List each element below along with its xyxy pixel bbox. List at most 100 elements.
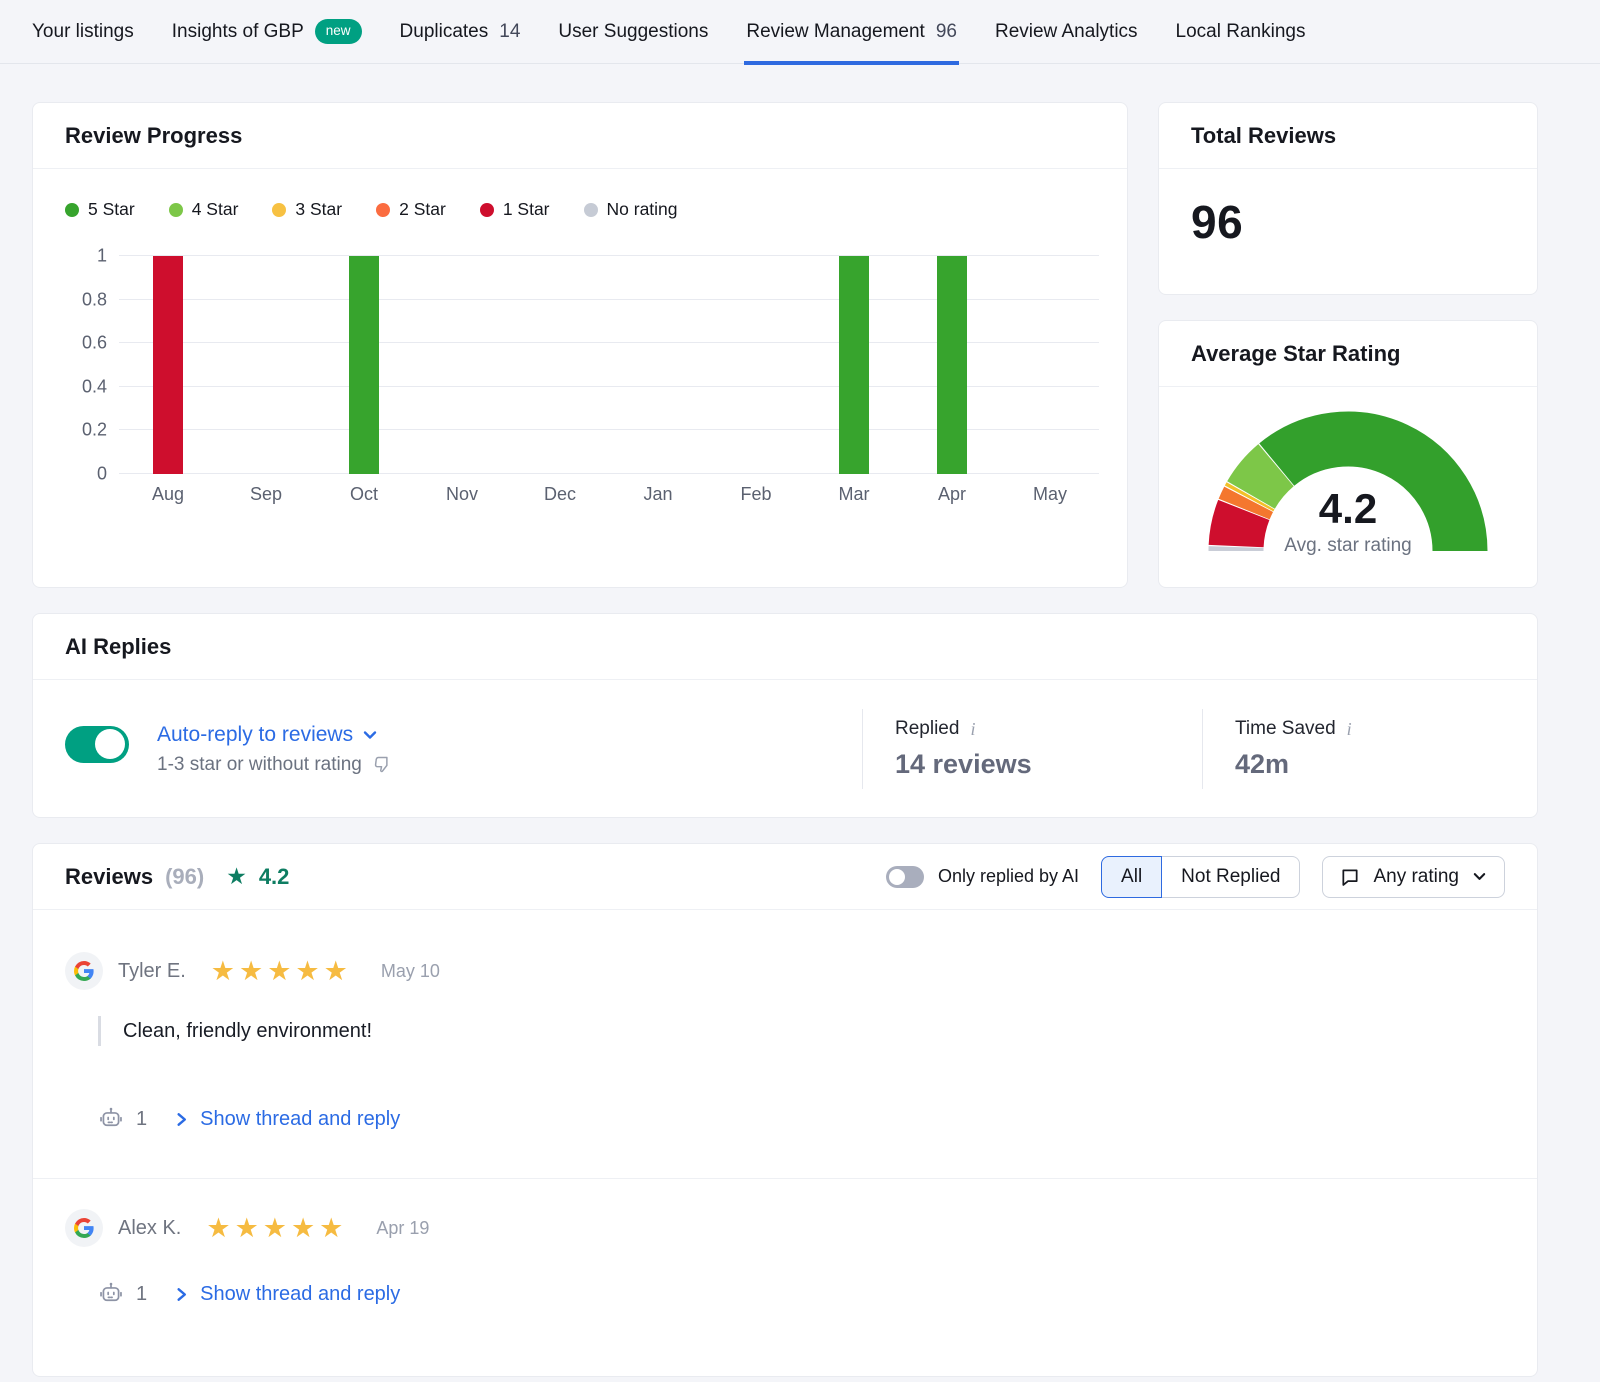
filter-all-button[interactable]: All [1101, 856, 1162, 898]
legend-dot-icon [169, 203, 183, 217]
chevron-right-icon [173, 1286, 190, 1303]
month-column [903, 256, 1001, 474]
replied-label: Replied [895, 718, 959, 740]
total-reviews-value: 96 [1159, 169, 1537, 275]
chart-bars [119, 256, 1099, 474]
only-replied-by-ai-label: Only replied by AI [938, 866, 1079, 887]
auto-reply-condition: 1-3 star or without rating [157, 754, 362, 776]
auto-reply-dropdown[interactable]: Auto-reply to reviews [157, 723, 393, 747]
legend-item: 4 Star [169, 199, 239, 220]
total-reviews-title: Total Reviews [1159, 103, 1537, 169]
legend-dot-icon [65, 203, 79, 217]
ai-robot-icon [98, 1281, 124, 1307]
month-column [413, 256, 511, 474]
legend-item: 2 Star [376, 199, 446, 220]
rating-filter-dropdown[interactable]: Any rating [1322, 856, 1505, 898]
review-progress-card: Review Progress 5 Star4 Star3 Star2 Star… [32, 102, 1128, 588]
tab-duplicates[interactable]: Duplicates 14 [400, 0, 521, 64]
auto-reply-toggle[interactable] [65, 726, 129, 763]
rating-filter-label: Any rating [1373, 866, 1459, 888]
gauge-segment-1-star [1236, 510, 1244, 546]
month-column [315, 256, 413, 474]
tab-label: Your listings [32, 21, 134, 43]
legend-label: No rating [607, 199, 678, 220]
only-replied-by-ai-toggle[interactable] [886, 866, 924, 888]
x-tick-label: Dec [511, 484, 609, 505]
google-logo-icon [65, 1209, 103, 1247]
tab-insights-of-gbp[interactable]: Insights of GBP new [172, 0, 362, 64]
replied-stat: Replied i 14 reviews [862, 709, 1202, 789]
month-column [1001, 256, 1099, 474]
x-tick-label: Nov [413, 484, 511, 505]
tab-label: Insights of GBP [172, 21, 304, 43]
legend-label: 3 Star [295, 199, 342, 220]
show-thread-link[interactable]: Show thread and reply [173, 1283, 400, 1306]
auto-reply-label: Auto-reply to reviews [157, 723, 353, 747]
thumbs-down-icon[interactable] [372, 754, 393, 775]
gauge-segment-2-star [1244, 499, 1248, 509]
month-column [805, 256, 903, 474]
chart-x-axis: AugSepOctNovDecJanFebMarAprMay [119, 484, 1099, 505]
month-column [217, 256, 315, 474]
legend-item: 1 Star [480, 199, 550, 220]
tab-review-analytics[interactable]: Review Analytics [995, 0, 1138, 64]
show-thread-label: Show thread and reply [200, 1283, 400, 1306]
average-star-rating-title: Average Star Rating [1159, 321, 1537, 387]
tab-label: Duplicates [400, 21, 489, 43]
reviewer-name: Tyler E. [118, 960, 186, 983]
y-tick-label: 0 [97, 464, 107, 485]
legend-dot-icon [272, 203, 286, 217]
tab-local-rankings[interactable]: Local Rankings [1176, 0, 1306, 64]
tab-label: User Suggestions [558, 21, 708, 43]
reviews-card: Reviews (96) ★ 4.2 Only replied by AI Al… [32, 843, 1538, 1377]
chart-y-axis: 00.20.40.60.81 [63, 256, 119, 474]
review-item: Tyler E. ★★★★★ May 10 Clean, friendly en… [33, 910, 1537, 1179]
y-tick-label: 0.4 [82, 376, 107, 397]
show-thread-label: Show thread and reply [200, 1108, 400, 1131]
star-rating: ★★★★★ [211, 958, 352, 985]
ai-robot-icon [98, 1106, 124, 1132]
tab-count: 14 [499, 21, 520, 43]
legend-item: 5 Star [65, 199, 135, 220]
legend-item: No rating [584, 199, 678, 220]
legend-dot-icon [376, 203, 390, 217]
chart-bar [349, 256, 379, 474]
star-icon: ★ [226, 863, 247, 890]
x-tick-label: May [1001, 484, 1099, 505]
legend-label: 1 Star [503, 199, 550, 220]
tab-user-suggestions[interactable]: User Suggestions [558, 0, 708, 64]
gauge-segment-4-star [1251, 465, 1276, 495]
x-tick-label: Sep [217, 484, 315, 505]
average-rating-gauge: 4.2 Avg. star rating [1198, 401, 1498, 559]
time-saved-stat: Time Saved i 42m [1202, 709, 1537, 789]
ai-replies-count: 1 [136, 1283, 147, 1306]
ai-replies-title: AI Replies [33, 614, 1537, 680]
review-date: Apr 19 [376, 1218, 429, 1239]
month-column [707, 256, 805, 474]
chart-bar [839, 256, 869, 474]
info-icon[interactable]: i [970, 719, 975, 740]
replied-value: 14 reviews [895, 749, 1202, 780]
review-item: Alex K. ★★★★★ Apr 19 [33, 1179, 1537, 1353]
star-rating: ★★★★★ [206, 1215, 347, 1242]
month-column [609, 256, 707, 474]
legend-label: 5 Star [88, 199, 135, 220]
month-column [119, 256, 217, 474]
info-icon[interactable]: i [1347, 719, 1352, 740]
review-progress-chart: 00.20.40.60.81 [33, 220, 1127, 474]
top-navigation: Your listings Insights of GBP new Duplic… [0, 0, 1600, 64]
show-thread-link[interactable]: Show thread and reply [173, 1108, 400, 1131]
review-date: May 10 [381, 961, 440, 982]
chevron-down-icon [1472, 869, 1487, 884]
y-tick-label: 0.2 [82, 420, 107, 441]
x-tick-label: Mar [805, 484, 903, 505]
new-badge: new [315, 19, 362, 44]
time-saved-value: 42m [1235, 749, 1537, 780]
reviews-average-rating: 4.2 [259, 864, 290, 890]
reviewer-name: Alex K. [118, 1217, 181, 1240]
reviews-count: (96) [165, 864, 204, 890]
legend-label: 2 Star [399, 199, 446, 220]
filter-not-replied-button[interactable]: Not Replied [1162, 856, 1300, 898]
tab-review-management[interactable]: Review Management 96 [746, 0, 957, 64]
tab-your-listings[interactable]: Your listings [32, 0, 134, 64]
